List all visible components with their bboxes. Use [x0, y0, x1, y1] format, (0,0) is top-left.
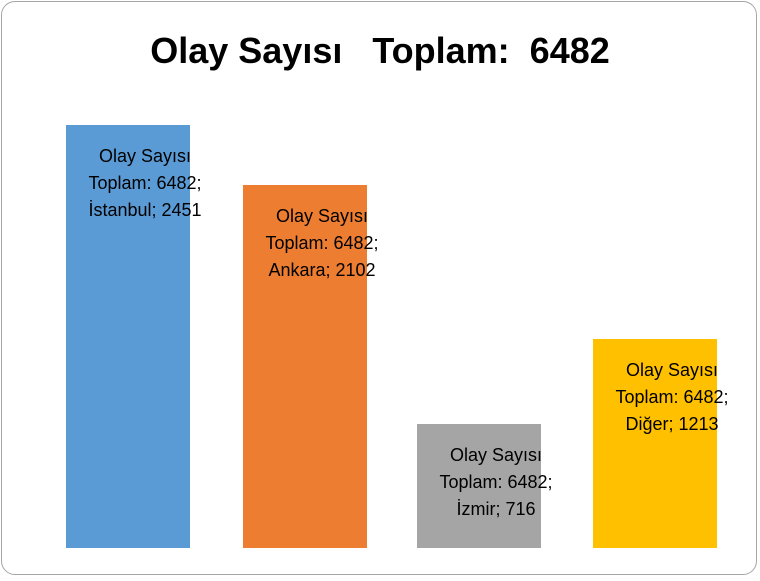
legend-key [593, 365, 602, 375]
bar [593, 338, 717, 548]
data-label: Olay Sayısı Toplam: 6482; Diğer; 1213 [615, 359, 729, 434]
data-label: Olay Sayısı Toplam: 6482; İzmir; 716 [439, 445, 553, 520]
bar [66, 124, 190, 548]
data-label: Olay Sayısı Toplam: 6482; Ankara; 2102 [265, 206, 379, 281]
legend-key [66, 151, 75, 161]
chart-title: Olay Sayısı Toplam: 6482 [150, 30, 610, 71]
legend-key [417, 451, 426, 461]
bar [417, 424, 541, 548]
data-label: Olay Sayısı Toplam: 6482; İstanbul; 2451 [88, 145, 202, 220]
legend-key [243, 212, 252, 222]
bar [243, 185, 367, 548]
